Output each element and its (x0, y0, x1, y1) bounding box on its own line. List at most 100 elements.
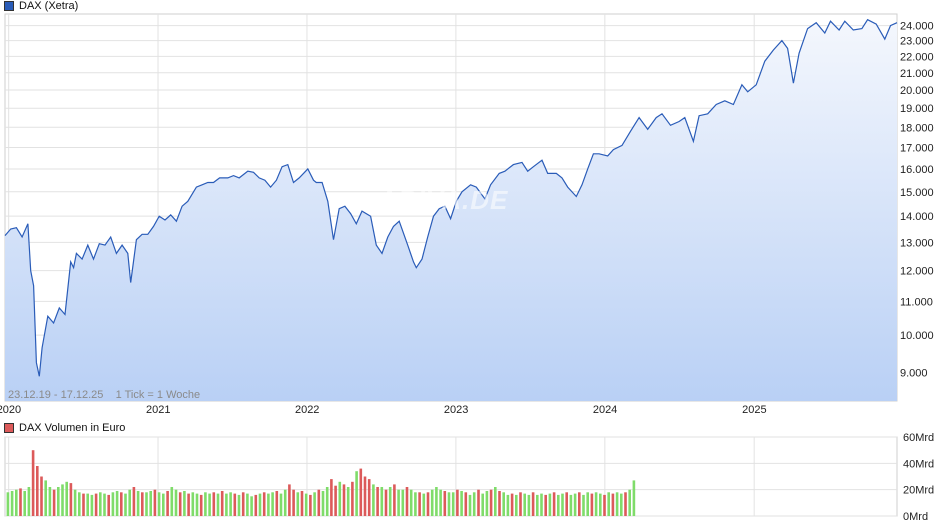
volume-bar (397, 489, 400, 516)
volume-legend: DAX Volumen in Euro (4, 422, 125, 434)
volume-bar (267, 493, 270, 516)
volume-bar (304, 493, 308, 516)
volume-bar (632, 480, 636, 516)
volume-bar (124, 493, 127, 516)
volume-bar (107, 494, 110, 516)
volume-bar (36, 466, 39, 516)
volume-bar (69, 483, 73, 516)
volume-bar (6, 492, 10, 516)
volume-legend-label: DAX Volumen in Euro (19, 422, 126, 434)
volume-bar (334, 485, 337, 516)
volume-bar (178, 492, 182, 516)
volume-bar (44, 480, 47, 516)
volume-legend-swatch (4, 423, 14, 433)
volume-bar (351, 481, 354, 516)
volume-bar (628, 489, 631, 516)
volume-bar (363, 476, 367, 516)
price-tick-label: 21.000 (900, 68, 934, 80)
volume-bar (578, 492, 581, 516)
volume-bar (489, 489, 493, 516)
volume-bar (241, 492, 245, 516)
volume-bar (208, 493, 211, 516)
volume-bar (607, 492, 610, 516)
volume-bar (485, 491, 489, 516)
year-tick-label: 2023 (444, 404, 468, 416)
price-tick-label: 19.000 (900, 103, 934, 115)
volume-bar (86, 493, 89, 516)
volume-bar (481, 493, 484, 516)
volume-bar (73, 489, 77, 516)
volume-bar (510, 493, 514, 516)
volume-bar (590, 493, 594, 516)
volume-bar (132, 487, 136, 516)
volume-bar (359, 468, 363, 516)
volume-bar (61, 484, 64, 516)
volume-bar (439, 489, 442, 516)
volume-bar (300, 491, 304, 516)
volume-bar (309, 494, 312, 516)
volume-bar (191, 492, 195, 516)
volume-bar (603, 494, 606, 516)
volume-bar (443, 491, 447, 516)
volume-bar (204, 492, 207, 516)
volume-tick-label: 0Mrd (903, 511, 928, 523)
price-tick-label: 22.000 (900, 51, 934, 63)
volume-bar (141, 492, 144, 516)
volume-bar (15, 489, 18, 516)
volume-bar (225, 493, 228, 516)
volume-bar (145, 492, 148, 516)
volume-bar (594, 492, 598, 516)
volume-bar (498, 491, 501, 516)
volume-bar (128, 489, 131, 516)
price-tick-label: 16.000 (900, 164, 934, 176)
volume-bar (262, 492, 266, 516)
volume-bar (136, 491, 140, 516)
volume-bar (321, 491, 325, 516)
volume-bar (279, 493, 283, 516)
volume-bar (599, 493, 602, 516)
volume-bar (527, 494, 531, 516)
volume-bar (536, 494, 539, 516)
volume-bar (317, 489, 321, 516)
volume-bar (552, 492, 556, 516)
volume-bar (325, 487, 329, 516)
volume-bar (506, 494, 510, 516)
price-tick-label: 24.000 (900, 21, 934, 33)
volume-bar (288, 484, 291, 516)
price-tick-label: 12.000 (900, 266, 934, 278)
volume-bar (586, 492, 589, 516)
volume-bar (162, 493, 165, 516)
volume-bar (94, 493, 98, 516)
volume-bar (435, 487, 438, 516)
volume-bar (548, 493, 552, 516)
volume-bar (456, 489, 459, 516)
volume-bar (430, 489, 434, 516)
volume-bar (615, 492, 619, 516)
volume-bar (418, 492, 421, 516)
volume-bar (426, 492, 430, 516)
volume-bar (246, 493, 249, 516)
price-tick-label: 14.000 (900, 211, 934, 223)
volume-bar (292, 489, 295, 516)
volume-bar (468, 494, 472, 516)
price-tick-label: 10.000 (900, 330, 934, 342)
volume-bar (565, 492, 568, 516)
volume-bar (195, 493, 199, 516)
volume-bar (494, 487, 497, 516)
volume-bar (477, 489, 480, 516)
volume-bar (65, 481, 68, 516)
volume-bar (103, 493, 106, 516)
volume-bar (447, 492, 451, 516)
volume-bar (166, 491, 169, 516)
volume-tick-label: 40Mrd (903, 458, 934, 470)
volume-bar (229, 492, 232, 516)
volume-bar (523, 493, 526, 516)
volume-bar (271, 492, 274, 516)
volume-bar (212, 492, 216, 516)
volume-bar (540, 493, 543, 516)
volume-bar (544, 494, 547, 516)
volume-bar (380, 487, 384, 516)
volume-bar (464, 492, 468, 516)
volume-bar (82, 493, 85, 516)
